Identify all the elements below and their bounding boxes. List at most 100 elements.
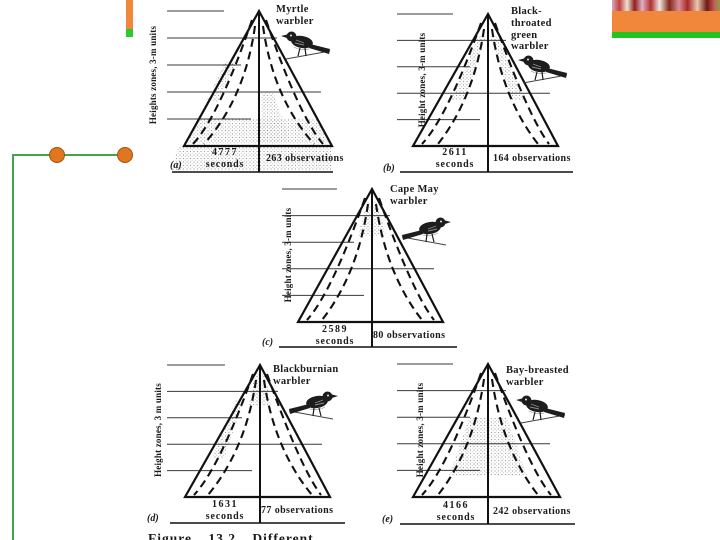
warbler-bird-illustration — [288, 391, 338, 420]
foraging-zone-contour — [262, 379, 313, 496]
seconds-value: 4166 — [443, 500, 469, 511]
foraging-zone-contour — [494, 372, 552, 496]
species-line: warbler — [273, 375, 311, 387]
connector-line-horizontal — [12, 154, 131, 156]
foraging-zone-contour — [265, 19, 324, 145]
stipple-shading — [451, 36, 486, 100]
observations-stat: 77 observations — [261, 505, 334, 516]
observations-stat: 80 observations — [373, 330, 446, 341]
foraging-zone-contour — [494, 22, 550, 145]
species-name-label: Cape May warbler — [390, 184, 439, 208]
observations-stat: 164 observations — [493, 153, 571, 164]
stipple-shading — [212, 400, 244, 458]
panel-letter: (a) — [170, 160, 182, 171]
panel-blackburnian-warbler: Height zones, 3 m units Blackburnian war… — [130, 358, 375, 540]
panel-cape-may-warbler: Height zones, 3-m units Cape May warbler… — [255, 180, 485, 352]
foraging-zone-contour — [306, 197, 366, 321]
tree-outline — [296, 186, 445, 324]
photo-strip-decoration — [612, 0, 720, 11]
observations-stat: 242 observations — [493, 506, 571, 517]
foraging-zone-contour — [421, 22, 482, 145]
foraging-zone-contour — [207, 379, 258, 496]
panel-myrtle-warbler: Heights zones, 3-m units Myrtle warbler … — [130, 0, 375, 178]
seconds-stat: 2589 seconds — [310, 325, 360, 347]
stipple-shading — [172, 147, 332, 170]
foraging-zone-contour — [437, 28, 486, 145]
warbler-bird-illustration — [281, 31, 331, 60]
species-name-label: Black- throated green warbler — [511, 6, 552, 53]
connector-line-vertical — [12, 154, 14, 540]
species-line: throated — [511, 17, 552, 29]
foraging-zone-contour — [193, 373, 254, 496]
accent-bar-right-tip — [612, 32, 720, 38]
seconds-unit: seconds — [205, 511, 245, 522]
species-line: green — [511, 29, 538, 41]
species-line: Cape May — [390, 184, 439, 195]
seconds-stat: 1631 seconds — [200, 500, 250, 522]
seconds-unit: seconds — [315, 336, 355, 347]
panel-letter: (d) — [147, 513, 159, 524]
seconds-value: 2589 — [322, 324, 348, 335]
y-axis-label: Height zones, 3-m units — [415, 382, 425, 478]
seconds-value: 4777 — [212, 147, 238, 158]
species-line: Bay-breasted — [506, 365, 569, 376]
stipple-shading — [490, 36, 525, 100]
species-line: Black- — [511, 6, 542, 17]
tree-outline — [183, 362, 332, 499]
panel-bay-breasted-warbler: Height zones, 3-m units Bay-breasted war… — [375, 358, 607, 540]
bullet-dot — [49, 147, 65, 163]
bullet-dot — [117, 147, 133, 163]
foraging-zone-contour — [374, 203, 423, 321]
seconds-stat: 2611 seconds — [430, 148, 480, 170]
stipple-shading — [261, 92, 290, 142]
foraging-zone-contour — [203, 25, 257, 145]
accent-bar-right — [612, 11, 720, 32]
panel-letter: (c) — [262, 337, 274, 348]
tree-outline — [411, 11, 560, 148]
tree-foraging-diagram — [167, 8, 334, 173]
stipple-shading — [206, 62, 236, 102]
accent-bar-left — [126, 0, 133, 29]
tree-foraging-diagram — [279, 186, 457, 348]
species-line: Myrtle — [276, 4, 309, 15]
foraging-zone-contour — [321, 203, 370, 321]
panel-black-throated-green-warbler: Height zones, 3-m units Black- throated … — [375, 0, 607, 178]
foraging-zone-contour — [490, 378, 539, 496]
y-axis-label: Height zones, 3-m units — [417, 32, 427, 128]
species-name-label: Blackburnian warbler — [273, 364, 338, 388]
species-name-label: Myrtle warbler — [276, 4, 314, 28]
species-line: warbler — [511, 41, 549, 53]
species-line: warbler — [506, 376, 544, 388]
tree-foraging-diagram — [397, 361, 575, 525]
foraging-zone-contour — [261, 25, 315, 145]
species-name-label: Bay-breasted warbler — [506, 365, 569, 389]
seconds-unit: seconds — [435, 159, 475, 170]
panel-letter: (b) — [383, 163, 395, 174]
tree-foraging-diagram — [167, 362, 345, 524]
y-axis-label: Heights zones, 3-m units — [148, 25, 158, 125]
foraging-zone-contour — [266, 373, 322, 496]
foraging-zone-contour — [192, 19, 253, 145]
seconds-unit: seconds — [205, 159, 245, 170]
y-axis-label: Height zones, 3 m units — [153, 383, 163, 477]
foraging-zone-contour — [437, 378, 486, 496]
seconds-stat: 4166 seconds — [431, 501, 481, 523]
seconds-stat: 4777 seconds — [200, 148, 250, 170]
warbler-bird-illustration — [518, 55, 568, 84]
tree-foraging-diagram — [397, 11, 573, 173]
warbler-bird-illustration — [401, 217, 451, 246]
foraging-zone-contour — [378, 197, 435, 321]
seconds-value: 1631 — [212, 499, 238, 510]
seconds-unit: seconds — [436, 512, 476, 523]
warbler-bird-illustration — [516, 395, 566, 424]
foraging-zone-contour — [421, 372, 482, 496]
accent-bar-left-tip — [126, 29, 133, 37]
seconds-value: 2611 — [442, 147, 468, 158]
y-axis-label: Height zones, 3-m units — [283, 207, 293, 303]
species-line: warbler — [276, 15, 314, 27]
panel-letter: (e) — [382, 514, 394, 525]
foraging-zone-contour — [490, 28, 539, 145]
species-line: Blackburnian — [273, 364, 339, 375]
